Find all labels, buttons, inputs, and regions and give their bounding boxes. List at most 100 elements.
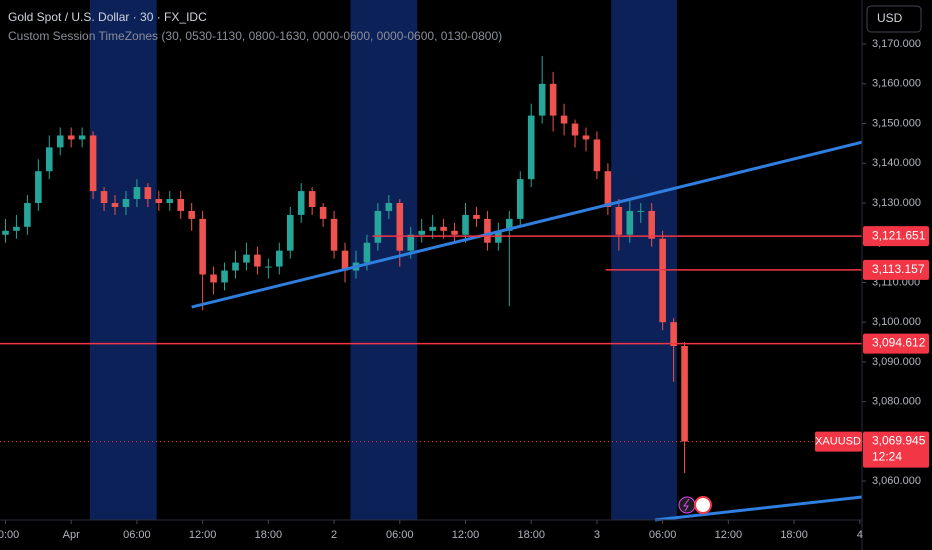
indicator-label: Custom Session TimeZones (30, 0530-1130,… — [8, 29, 502, 43]
last-price-label: 3,069.945 — [872, 434, 926, 448]
candle-body — [188, 210, 195, 219]
candle-body — [604, 171, 612, 207]
candle-body — [549, 83, 557, 116]
candle-body — [276, 250, 283, 267]
countdown-label: 12:24 — [872, 450, 902, 464]
y-tick-label: 3,080.000 — [872, 396, 921, 408]
candle-body — [407, 234, 415, 251]
candle-body — [210, 274, 217, 283]
symbol-tag — [815, 431, 862, 452]
event-icon[interactable] — [678, 496, 696, 514]
session-band — [89, 0, 157, 520]
trend-line — [191, 140, 863, 309]
candle-body — [451, 230, 458, 235]
candle-body — [571, 123, 579, 136]
candle-body — [418, 230, 425, 235]
candle-body — [319, 206, 327, 219]
candle-body — [308, 191, 316, 207]
candle-body — [67, 135, 75, 140]
last-price-tag — [863, 431, 929, 468]
candle-body — [516, 179, 524, 219]
x-tick-label: 12:00 — [189, 529, 217, 541]
candle-body — [440, 226, 447, 231]
candle-body — [560, 115, 568, 124]
candle-body — [659, 238, 666, 323]
candle-body — [100, 191, 108, 203]
candle-body — [396, 202, 404, 251]
y-tick-label: 3,100.000 — [872, 316, 921, 328]
candle-body — [13, 226, 20, 231]
x-tick-label: 4 — [857, 529, 863, 541]
candle-body — [429, 226, 436, 231]
chart-title: Gold Spot / U.S. Dollar · 30 · FX_IDC — [8, 10, 207, 24]
candle-body — [166, 199, 174, 203]
y-tick-label: 3,090.000 — [872, 356, 921, 368]
x-tick-label: 06:00 — [649, 529, 677, 541]
price-tag — [863, 259, 929, 280]
y-tick-label: 3,150.000 — [872, 117, 921, 129]
x-tick-label: 3 — [594, 529, 600, 541]
price-tag — [863, 226, 929, 247]
candle-body — [593, 139, 601, 172]
x-tick-label: 12:00 — [452, 529, 480, 541]
candle-body — [111, 202, 119, 207]
lightning-icon — [683, 498, 690, 512]
currency-button[interactable] — [866, 5, 922, 33]
x-tick-label: 00:00 — [0, 529, 19, 541]
candle-body — [286, 214, 294, 251]
candle-body — [374, 210, 382, 243]
x-tick-label: 2 — [331, 529, 337, 541]
candle-body — [330, 218, 338, 251]
y-tick-label: 3,160.000 — [872, 78, 921, 90]
symbol-label: XAUUSD — [815, 435, 861, 447]
candle-body — [670, 322, 677, 347]
candle-body — [582, 135, 590, 140]
currency-label[interactable]: USD — [877, 11, 903, 25]
candle-body — [78, 135, 86, 140]
flag-icon[interactable] — [694, 496, 712, 514]
candle-body — [254, 254, 261, 267]
candle-body — [484, 218, 491, 243]
price-tag-label: 3,113.157 — [872, 262, 925, 276]
x-tick-label: 18:00 — [780, 529, 808, 541]
candle-body — [155, 199, 163, 203]
x-tick-label: Apr — [63, 529, 80, 541]
candle-body — [144, 187, 152, 200]
candle-body — [35, 171, 42, 203]
candle-body — [56, 135, 64, 148]
candle-body — [527, 115, 535, 180]
candle-body — [648, 210, 655, 239]
candle-body — [221, 270, 228, 283]
y-tick-label: 3,060.000 — [872, 475, 921, 487]
candle-body — [2, 230, 9, 235]
y-tick-label: 3,170.000 — [872, 38, 921, 50]
x-tick-label: 18:00 — [255, 529, 283, 541]
candle-body — [506, 218, 513, 231]
price-tag-label: 3,121.651 — [872, 228, 926, 242]
x-tick-label: 18:00 — [517, 529, 545, 541]
candle-body — [363, 242, 371, 263]
candle-body — [177, 199, 185, 211]
candle-body — [473, 214, 480, 219]
candle-body — [199, 218, 206, 275]
candle-body — [341, 250, 349, 271]
candle-body — [265, 266, 272, 268]
candle-body — [297, 191, 305, 215]
candle-body — [89, 135, 97, 192]
x-tick-label: 12:00 — [715, 529, 743, 541]
candle-body — [637, 210, 645, 212]
trend-line — [654, 495, 863, 522]
candle-body — [538, 83, 546, 116]
candle-body — [681, 346, 688, 442]
candle-body — [133, 187, 141, 200]
candle-body — [385, 202, 393, 211]
price-tag-label: 3,094.612 — [872, 336, 926, 350]
candle-body — [232, 262, 239, 271]
candle-body — [462, 214, 469, 235]
candle-body — [122, 199, 130, 207]
candle-body — [46, 147, 53, 172]
candle-body — [24, 202, 31, 227]
y-tick-label: 3,130.000 — [872, 197, 921, 209]
x-tick-label: 06:00 — [386, 529, 414, 541]
